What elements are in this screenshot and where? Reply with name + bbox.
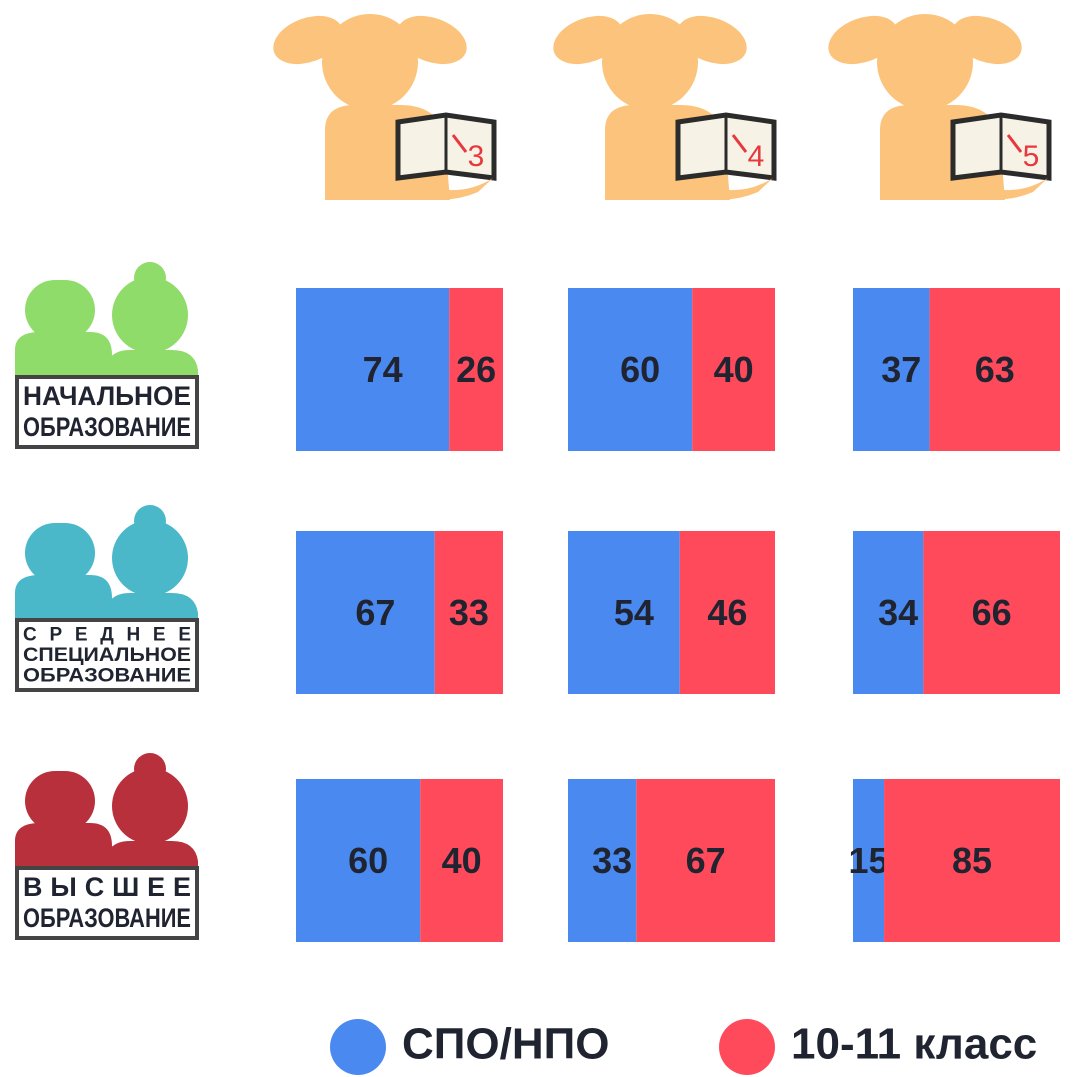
value-label: 37 [881,349,921,390]
person [112,520,188,596]
value-label: 40 [714,349,754,390]
value-label: 33 [449,592,489,633]
head [877,14,973,110]
column-icon: 3 [267,7,494,200]
head [322,14,418,110]
column-label: 3 [468,140,485,173]
row-label: НАЧАЛЬНОЕ [23,381,191,411]
row-label: ОБРАЗОВАНИЕ [23,666,191,687]
person [25,280,95,340]
value-label: 67 [686,840,726,881]
column-icon: 4 [547,7,774,200]
value-label: 74 [363,349,403,390]
person [25,771,95,831]
chart: 345НАЧАЛЬНОЕОБРАЗОВАНИЕ742660403763СРЕДН… [0,0,1085,1077]
row-label: СПЕЦИАЛЬНОЕ [23,645,191,666]
value-label: 46 [707,592,747,633]
column-label: 4 [748,140,765,173]
value-label: 66 [972,592,1012,633]
legend-label: СПО/НПО [402,1020,609,1069]
value-label: 26 [456,349,496,390]
row-label: ОБРАЗОВАНИЕ [23,903,191,933]
legend-label: 10-11 класс [791,1020,1037,1069]
value-label: 63 [975,349,1015,390]
row-label: ОБРАЗОВАНИЕ [23,412,191,442]
value-label: 15 [849,840,889,881]
value-label: 60 [348,840,388,881]
legend-swatch [719,1019,775,1075]
head [602,14,698,110]
value-label: 60 [620,349,660,390]
person [112,277,188,353]
value-label: 54 [614,592,654,633]
column-icon: 5 [822,7,1049,200]
value-label: 67 [355,592,395,633]
value-label: 40 [442,840,482,881]
value-label: 34 [878,592,918,633]
person [25,523,95,583]
value-label: 85 [952,840,992,881]
value-label: 33 [592,840,632,881]
legend-swatch [330,1019,386,1075]
column-label: 5 [1023,140,1040,173]
person [112,768,188,844]
